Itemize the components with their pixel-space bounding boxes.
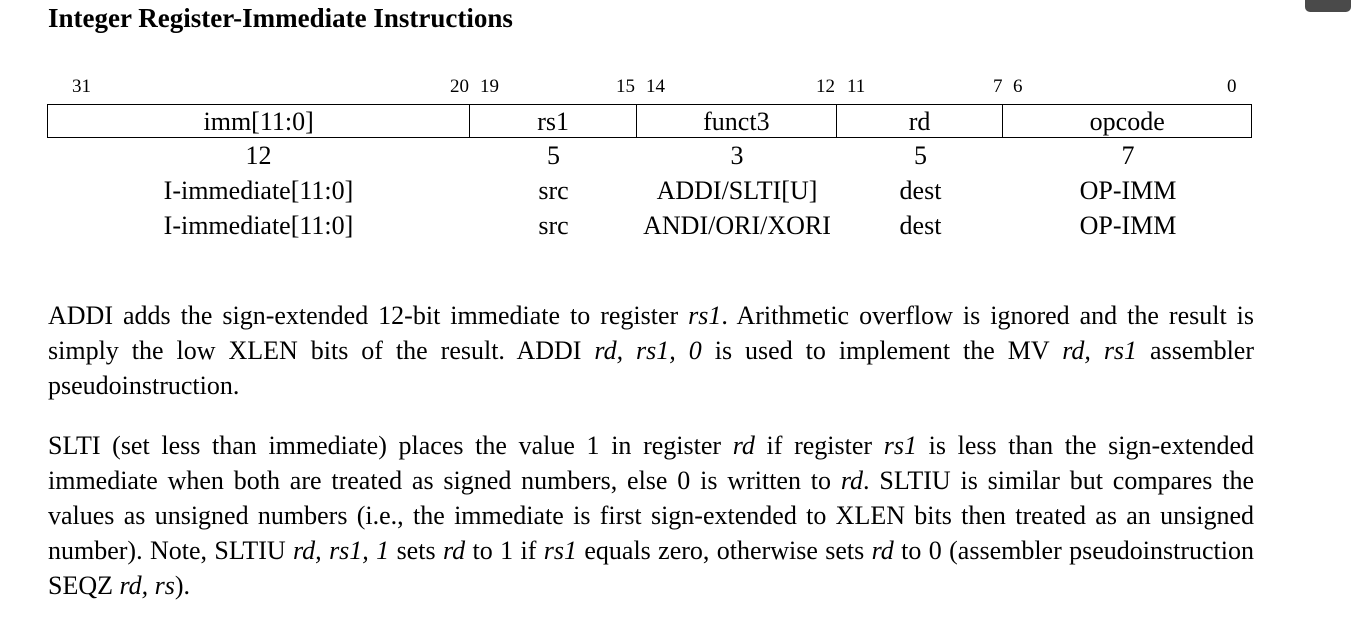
bit-position-label: 14: [646, 76, 665, 97]
encoding-cell: ADDI/SLTI[U]: [656, 176, 818, 205]
width-cell: 5: [547, 141, 560, 170]
cropped-corner-button: [1305, 0, 1351, 12]
italic-operand: rd: [732, 431, 755, 460]
field-widths-row: 12 5 3 5 7: [47, 141, 1252, 171]
text-run: if register: [754, 431, 884, 460]
text-run: sets: [389, 536, 443, 565]
encoding-row: I-immediate[11:0] src ADDI/SLTI[U] dest …: [47, 176, 1252, 206]
field-funct3: funct3: [637, 105, 837, 137]
field-opcode: opcode: [1089, 107, 1165, 136]
encoding-cell: src: [538, 211, 569, 240]
text-run: equals zero, otherwise sets: [576, 536, 872, 565]
italic-operand: rs1: [883, 431, 917, 460]
encoding-cell: OP-IMM: [1079, 211, 1177, 240]
text-run: ADDI adds the sign-extended 12-bit immed…: [48, 301, 689, 330]
encoding-cell: I-immediate[11:0]: [163, 211, 354, 240]
text-run: . SLTIU is similar but compares the valu…: [48, 466, 1254, 565]
italic-operand: rd: [442, 536, 466, 565]
bit-position-label: 11: [847, 76, 866, 97]
bit-position-label: 6: [1013, 76, 1023, 97]
encoding-cell: I-immediate[11:0]: [163, 176, 354, 205]
italic-operand: rd, rs1, 1: [293, 536, 390, 565]
encoding-cell: src: [538, 176, 569, 205]
text-run: to 1 if: [465, 536, 544, 565]
text-run: ).: [174, 571, 191, 600]
text-run: . Arithmetic overflow is ignored and the…: [48, 301, 1254, 365]
field-imm: imm[11:0]: [48, 105, 471, 137]
italic-operand: rd, rs1, 0: [594, 336, 702, 365]
field-rd: rd: [837, 105, 1004, 137]
italic-operand: rd, rs: [119, 571, 175, 600]
section-heading: Integer Register-Immediate Instructions: [48, 3, 513, 33]
bit-position-label: 12: [816, 76, 835, 97]
bit-position-label: 0: [1227, 76, 1237, 97]
encoding-cell: dest: [899, 211, 942, 240]
italic-operand: rd: [840, 466, 864, 495]
bit-position-label: 19: [480, 76, 499, 97]
field-rs1: rs1: [470, 105, 638, 137]
text-run: is used to implement the MV: [701, 336, 1063, 365]
width-cell: 5: [914, 141, 927, 170]
encoding-cell: ANDI/ORI/XORI: [643, 211, 831, 240]
bit-position-label: 15: [616, 76, 635, 97]
instruction-format-table: imm[11:0] rs1 funct3 rd opcode: [47, 104, 1252, 138]
text-run: assembler pseudoinstruction.: [48, 336, 1254, 400]
encoding-row: I-immediate[11:0] src ANDI/ORI/XORI dest…: [47, 211, 1252, 241]
slti-paragraph: SLTI (set less than immediate) places th…: [48, 428, 1254, 603]
text-run: SLTI (set less than immediate) places th…: [48, 431, 733, 460]
encoding-cell: dest: [899, 176, 942, 205]
bit-position-label: 20: [450, 76, 469, 97]
italic-operand: rd, rs1: [1062, 336, 1138, 365]
italic-operand: rs1: [543, 536, 577, 565]
width-cell: 3: [730, 141, 744, 170]
width-cell: 12: [245, 141, 272, 170]
text-run: to 0 (assembler pseudoinstruction SEQZ: [48, 536, 1255, 600]
bit-position-label: 31: [72, 76, 91, 97]
text-run: is less than the sign-extended immediate…: [48, 431, 1254, 495]
bit-position-label: 7: [993, 76, 1003, 97]
encoding-cell: OP-IMM: [1079, 176, 1177, 205]
addi-paragraph: ADDI adds the sign-extended 12-bit immed…: [48, 298, 1254, 403]
italic-operand: rd: [871, 536, 894, 565]
width-cell: 7: [1121, 141, 1135, 170]
italic-operand: rs1: [688, 301, 722, 330]
